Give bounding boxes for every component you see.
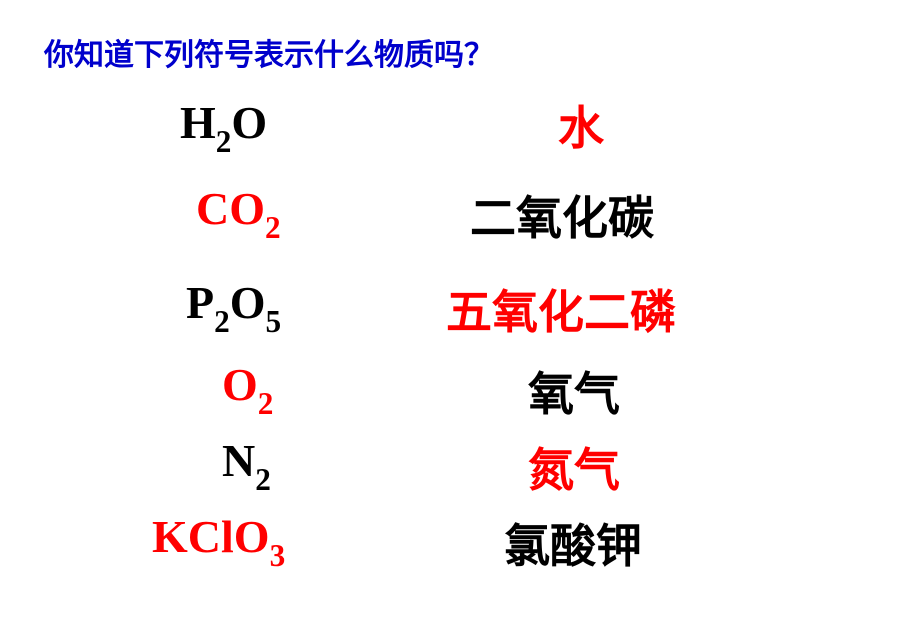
formula-0: H2O <box>180 96 267 156</box>
name-5: 氯酸钾 <box>504 510 642 576</box>
formula-3: O2 <box>222 358 273 418</box>
formula-4: N2 <box>222 434 271 494</box>
formula-1: CO2 <box>196 182 281 242</box>
name-4: 氮气 <box>528 434 620 500</box>
name-3: 氧气 <box>528 358 620 424</box>
name-0: 水 <box>558 92 604 158</box>
name-2: 五氧化二磷 <box>446 276 676 342</box>
name-1: 二氧化碳 <box>470 182 654 248</box>
slide: 你知道下列符号表示什么物质吗？ H2O 水 CO2 二氧化碳 P2O5 五氧化二磷 O2 氧气… <box>0 0 920 626</box>
formula-5: KClO3 <box>152 510 285 570</box>
question-text: 你知道下列符号表示什么物质吗？ <box>44 30 494 74</box>
formula-2: P2O5 <box>186 276 281 336</box>
